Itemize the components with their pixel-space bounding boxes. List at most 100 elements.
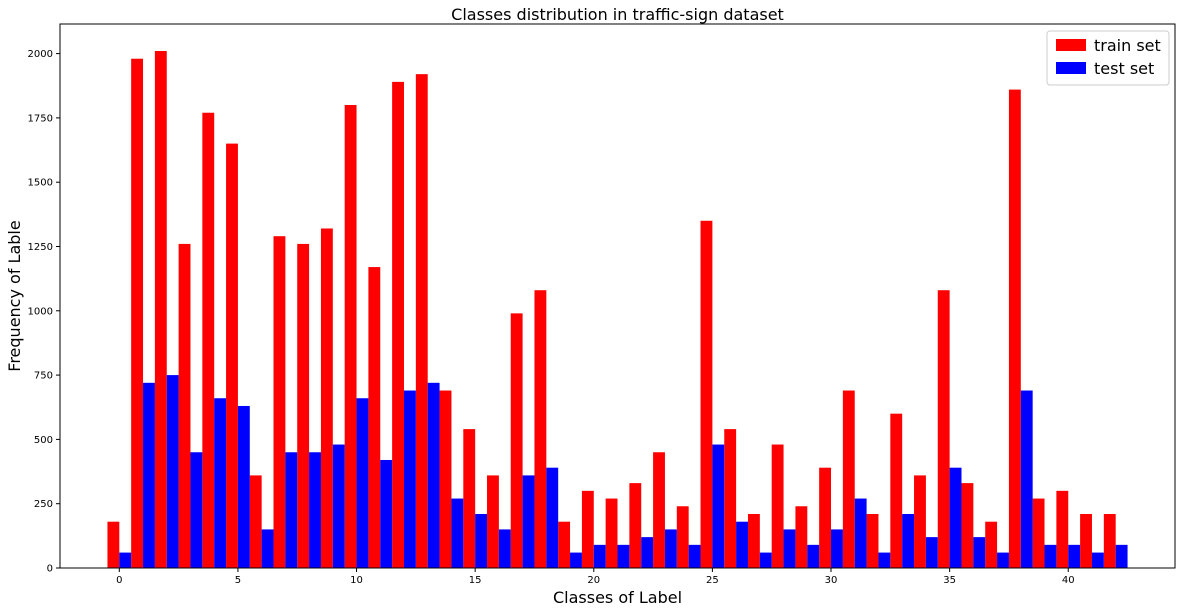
bar-train-set-10 <box>344 105 357 569</box>
y-tick-label: 2000 <box>28 49 53 60</box>
bar-test-set-37 <box>997 552 1009 568</box>
bar-test-set-40 <box>1068 544 1081 568</box>
y-tick-label: 1250 <box>28 242 53 253</box>
bar-test-set-20 <box>593 544 606 568</box>
x-tick-label: 30 <box>825 575 838 586</box>
bar-test-set-24 <box>688 544 701 568</box>
legend: train set test set <box>1046 30 1170 86</box>
bar-train-set-31 <box>842 390 855 568</box>
bar-train-set-41 <box>1080 513 1092 568</box>
y-tick-label: 0 <box>47 564 53 575</box>
bar-train-set-7 <box>273 236 286 568</box>
bar-train-set-13 <box>415 74 428 568</box>
bar-test-set-14 <box>451 498 464 568</box>
legend-label-train-set: train set <box>1094 36 1161 55</box>
bar-test-set-33 <box>902 513 915 568</box>
bar-train-set-36 <box>961 483 974 568</box>
y-tick-label: 750 <box>34 371 53 382</box>
bar-train-set-29 <box>795 506 808 568</box>
bar-test-set-0 <box>119 552 132 568</box>
bar-train-set-14 <box>439 390 452 568</box>
x-tick-label: 5 <box>235 575 241 586</box>
legend-swatch-train-set <box>1056 39 1086 51</box>
y-tick-label: 1750 <box>28 113 53 124</box>
bar-test-set-36 <box>973 537 986 568</box>
bar-train-set-3 <box>178 243 191 568</box>
bar-test-set-13 <box>427 382 440 568</box>
bar-test-set-12 <box>403 390 416 568</box>
bar-train-set-2 <box>154 51 167 568</box>
bar-test-set-41 <box>1091 552 1104 568</box>
bar-test-set-23 <box>664 529 677 568</box>
bar-train-set-28 <box>771 444 784 568</box>
bar-train-set-4 <box>202 112 215 569</box>
bar-test-set-35 <box>949 467 962 568</box>
bar-test-set-28 <box>783 529 796 568</box>
bar-test-set-17 <box>522 475 535 568</box>
bar-test-set-9 <box>332 444 345 568</box>
bar-train-set-18 <box>534 290 547 568</box>
bar-test-set-21 <box>617 544 630 568</box>
bar-train-set-20 <box>581 490 594 568</box>
chart-title: Classes distribution in traffic-sign dat… <box>451 5 784 24</box>
bar-train-set-21 <box>605 498 618 568</box>
x-axis-ticks: 0 5 10 15 20 25 30 35 40 <box>116 568 1075 586</box>
y-axis-ticks: 0 250 500 750 1000 1250 1500 1750 2000 <box>28 49 60 575</box>
bar-test-set-15 <box>475 513 488 568</box>
bar-test-set-39 <box>1044 544 1057 568</box>
bar-train-set-40 <box>1056 490 1069 568</box>
bar-train-set-9 <box>320 228 333 569</box>
bar-train-set-1 <box>131 58 144 568</box>
plot-frame <box>59 23 1176 569</box>
bar-test-set-27 <box>759 552 772 568</box>
bar-train-set-37 <box>985 521 998 568</box>
x-tick-label: 35 <box>943 575 956 586</box>
bar-train-set-6 <box>249 475 262 568</box>
bar-train-set-11 <box>368 267 381 568</box>
bar-test-set-8 <box>309 452 321 568</box>
bar-test-set-22 <box>641 537 654 568</box>
bar-train-set-42 <box>1103 513 1116 568</box>
bar-test-set-34 <box>925 537 938 568</box>
bar-train-set-30 <box>819 467 832 568</box>
bar-test-set-29 <box>807 544 820 568</box>
bar-train-set-0 <box>107 521 120 568</box>
bar-train-set-33 <box>890 413 903 568</box>
bar-test-set-1 <box>143 382 155 568</box>
bar-train-set-5 <box>226 143 238 568</box>
x-tick-label: 25 <box>706 575 719 586</box>
bar-test-set-16 <box>498 529 511 568</box>
bar-test-set-19 <box>570 552 582 568</box>
x-tick-label: 0 <box>116 575 122 586</box>
bar-test-set-2 <box>166 375 179 568</box>
bar-test-set-30 <box>831 529 843 568</box>
bar-train-set-22 <box>629 483 642 568</box>
bar-test-set-31 <box>854 498 867 568</box>
x-tick-label: 15 <box>469 575 482 586</box>
x-tick-label: 20 <box>587 575 600 586</box>
x-tick-label: 10 <box>350 575 363 586</box>
y-tick-label: 500 <box>34 435 53 446</box>
bar-test-set-4 <box>214 398 227 568</box>
y-axis-label: Frequency of Lable <box>5 220 24 371</box>
legend-swatch-test-set <box>1056 62 1086 74</box>
bar-train-set-8 <box>297 243 310 568</box>
bar-train-set-39 <box>1032 498 1045 568</box>
bar-test-set-18 <box>546 467 559 568</box>
x-axis-label: Classes of Label <box>553 588 682 607</box>
bar-train-set-32 <box>866 513 879 568</box>
bar-train-set-35 <box>937 290 950 568</box>
bar-test-set-42 <box>1115 544 1128 568</box>
bar-test-set-25 <box>712 444 725 568</box>
bar-test-set-3 <box>190 452 203 568</box>
y-tick-label: 1000 <box>28 306 53 317</box>
bar-train-set-23 <box>653 452 665 568</box>
bar-test-set-7 <box>285 452 298 568</box>
bar-train-set-15 <box>463 429 476 568</box>
bar-train-set-26 <box>724 429 737 568</box>
bars-layer <box>107 51 1128 569</box>
y-tick-label: 1500 <box>28 178 53 189</box>
bar-test-set-38 <box>1020 390 1033 568</box>
